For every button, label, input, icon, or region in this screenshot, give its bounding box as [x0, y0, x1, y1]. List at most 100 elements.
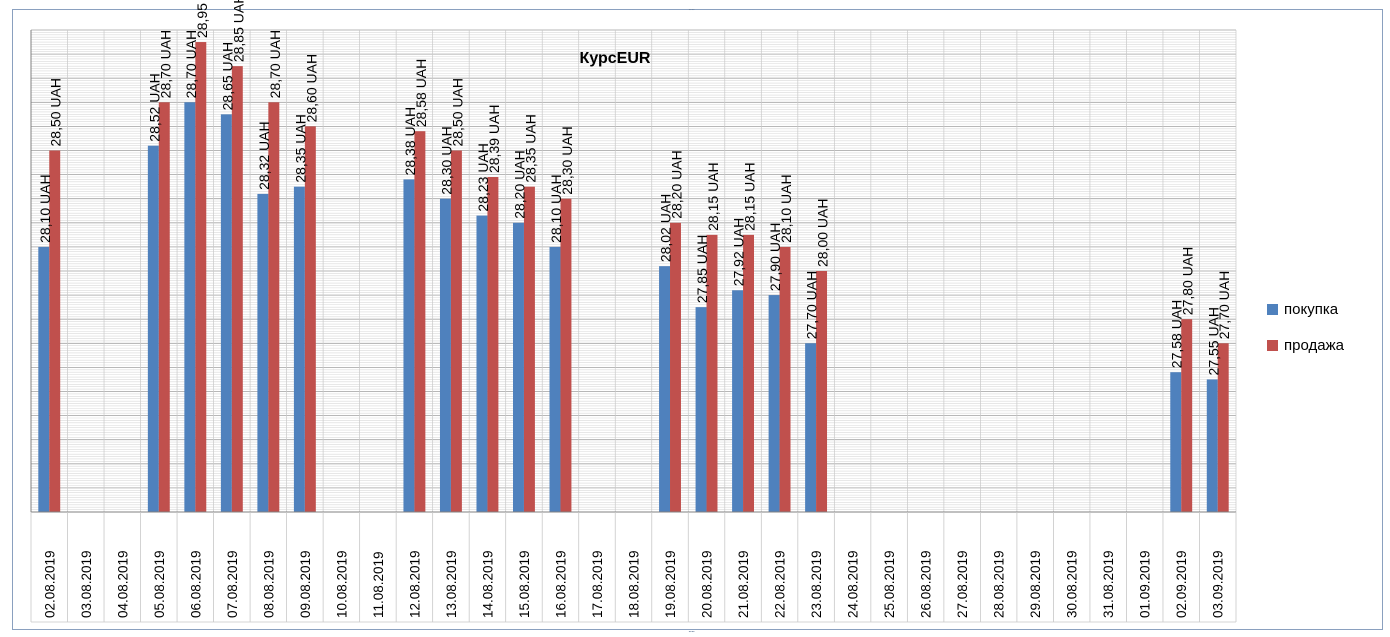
data-label: 28,52 UAH	[146, 73, 162, 141]
bar-buy	[549, 246, 561, 512]
bar-sell	[49, 150, 61, 512]
bar-buy	[695, 307, 707, 512]
data-label: 28,35 UAH	[522, 114, 538, 182]
category-tick-label: 03.08.2019	[79, 550, 94, 618]
legend: покупка продажа	[1267, 291, 1344, 363]
category-tick-label: 06.08.2019	[188, 550, 203, 618]
data-label: 28,70 UAH	[157, 30, 173, 98]
data-label: 28,39 UAH	[486, 105, 502, 173]
legend-item-sell: продажа	[1267, 327, 1344, 363]
data-label: 28,10 UAH	[37, 174, 53, 242]
bar-buy	[403, 179, 415, 513]
data-label: 28,60 UAH	[303, 54, 319, 122]
bar-buy	[732, 290, 744, 512]
bar-buy	[293, 186, 305, 512]
data-label: 28,23 UAH	[475, 143, 491, 211]
category-tick-label: 14.08.2019	[480, 550, 495, 618]
bar-sell	[523, 186, 535, 512]
category-tick-label: 26.08.2019	[919, 550, 934, 618]
bar-sell	[158, 102, 170, 513]
category-tick-label: 27.08.2019	[955, 550, 970, 618]
category-tick-label: 20.08.2019	[700, 550, 715, 618]
data-label: 27,70 UAH	[1216, 271, 1232, 339]
category-tick-label: 28.08.2019	[992, 550, 1007, 618]
data-label: 28,32 UAH	[256, 121, 272, 189]
category-tick-label: 04.08.2019	[115, 550, 130, 618]
bar-sell	[487, 177, 499, 512]
data-label: 27,70 UAH	[804, 271, 820, 339]
category-tick-label: 08.08.2019	[261, 550, 276, 618]
bar-buy	[659, 266, 671, 512]
legend-item-buy: покупка	[1267, 291, 1344, 327]
bar-buy	[805, 343, 817, 512]
bar-sell	[450, 150, 462, 512]
data-label: 28,15 UAH	[742, 162, 758, 230]
bars	[38, 42, 1229, 513]
category-tick-label: 29.08.2019	[1028, 550, 1043, 618]
category-tick-label: 09.08.2019	[298, 550, 313, 618]
category-tick-label: 05.08.2019	[152, 550, 167, 618]
legend-swatch-buy	[1267, 303, 1278, 315]
category-tick-label: 21.08.2019	[736, 550, 751, 618]
category-tick-label: 11.08.2019	[371, 551, 386, 618]
bar-buy	[257, 193, 269, 512]
bar-buy	[38, 246, 50, 512]
data-label: 28,95 UAH	[194, 0, 210, 38]
bar-buy	[220, 114, 232, 512]
legend-swatch-sell	[1267, 339, 1278, 351]
gridlines	[30, 29, 1237, 513]
bar-buy	[184, 102, 196, 513]
category-tick-label: 07.08.2019	[225, 550, 240, 618]
bar-sell	[414, 131, 426, 512]
data-label: 28,58 UAH	[413, 59, 429, 127]
category-axis: 02.08.2019 03.08.2019 04.08.2019 05.08.2019…	[30, 511, 1237, 623]
category-tick-label: 22.08.2019	[773, 550, 788, 618]
data-label: 28,65 UAH	[219, 42, 235, 110]
category-tick-label: 18.08.2019	[627, 550, 642, 618]
data-label: 28,70 UAH	[183, 30, 199, 98]
category-tick-label: 30.08.2019	[1065, 550, 1080, 618]
bar-sell	[304, 126, 316, 513]
category-tick-label: 12.08.2019	[407, 550, 422, 618]
bar-sell	[816, 271, 828, 512]
data-label: 27,90 UAH	[767, 223, 783, 291]
bar-buy	[439, 198, 451, 512]
category-tick-label: 23.08.2019	[809, 550, 824, 618]
bar-sell	[743, 234, 754, 512]
data-label: 28,10 UAH	[548, 174, 564, 242]
data-label: 28,85 UAH	[230, 0, 246, 62]
category-tick-label: 19.08.2019	[663, 550, 678, 618]
chart-title: КурсEUR	[580, 50, 651, 67]
resize-handle-bottom[interactable]: ∙∙∙∙	[688, 626, 695, 636]
bar-buy	[476, 215, 488, 512]
category-tick-label: 24.08.2019	[846, 550, 861, 618]
data-label: 28,50 UAH	[449, 78, 465, 146]
category-tick-label: 15.08.2019	[517, 550, 532, 618]
data-label: 28,38 UAH	[402, 107, 418, 175]
data-label: 28,20 UAH	[668, 150, 684, 218]
bar-sell	[670, 222, 681, 513]
bar-sell	[231, 66, 243, 513]
data-label: 28,70 UAH	[267, 30, 283, 98]
category-tick-label: 25.08.2019	[882, 550, 897, 618]
bar-sell	[195, 42, 207, 513]
bar-buy	[1206, 379, 1218, 512]
data-label: 28,02 UAH	[658, 194, 674, 262]
bar-sell	[779, 246, 791, 512]
category-tick-label: 03.09.2019	[1211, 550, 1226, 618]
bar-buy	[1170, 372, 1182, 512]
category-tick-label: 01.09.2019	[1138, 550, 1153, 618]
resize-handle-top[interactable]: ∙∙∙∙	[688, 4, 695, 14]
category-tick-label: 10.08.2019	[334, 550, 349, 618]
category-tick-label: 16.08.2019	[553, 550, 568, 618]
data-label: 28,10 UAH	[778, 174, 794, 242]
data-label: 28,00 UAH	[815, 199, 831, 267]
bar-sell	[560, 198, 572, 512]
bar-sell	[706, 234, 718, 512]
data-label: 28,30 UAH	[559, 126, 575, 194]
bar-sell	[268, 102, 280, 513]
category-tick-label: 17.08.2019	[590, 550, 605, 618]
